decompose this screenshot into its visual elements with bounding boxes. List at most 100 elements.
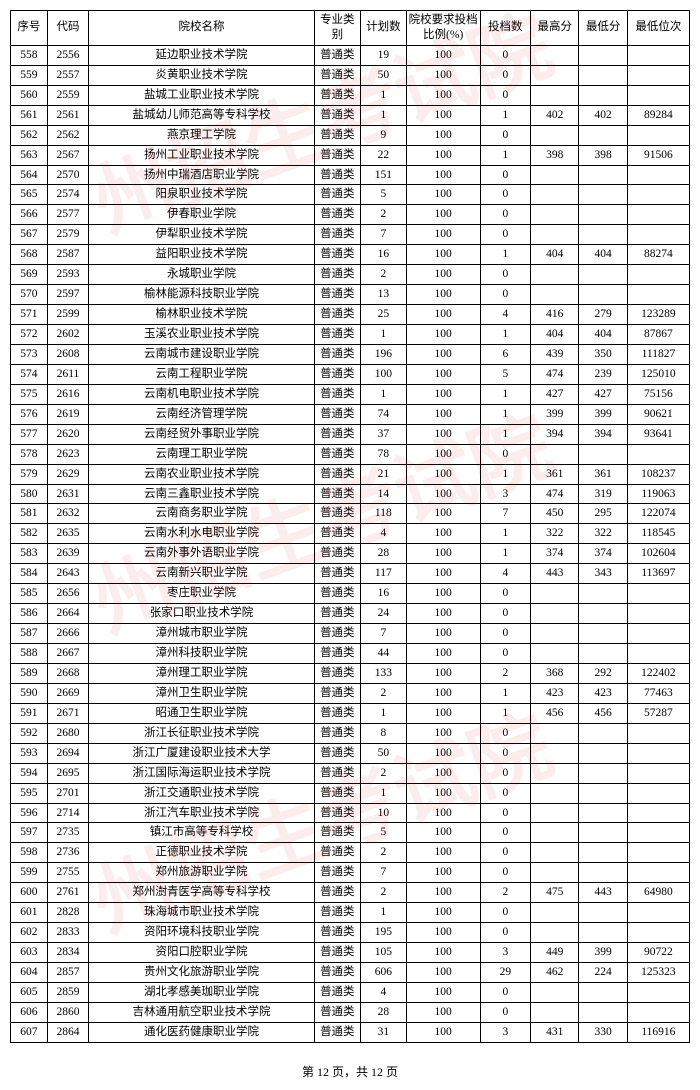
cell-seq: 598 bbox=[11, 843, 48, 863]
cell-rank: 87867 bbox=[627, 325, 689, 345]
cell-ratio: 100 bbox=[406, 982, 480, 1002]
cell-plan: 1 bbox=[360, 85, 406, 105]
cell-type: 普通类 bbox=[314, 943, 360, 963]
cell-filed: 0 bbox=[480, 584, 531, 604]
cell-min bbox=[579, 743, 627, 763]
cell-type: 普通类 bbox=[314, 424, 360, 444]
cell-ratio: 100 bbox=[406, 683, 480, 703]
cell-type: 普通类 bbox=[314, 285, 360, 305]
cell-rank bbox=[627, 265, 689, 285]
cell-filed: 0 bbox=[480, 783, 531, 803]
cell-ratio: 100 bbox=[406, 105, 480, 125]
cell-rank bbox=[627, 45, 689, 65]
cell-filed: 1 bbox=[480, 145, 531, 165]
cell-code: 2864 bbox=[47, 1022, 88, 1042]
cell-filed: 1 bbox=[480, 105, 531, 125]
cell-seq: 592 bbox=[11, 723, 48, 743]
cell-min bbox=[579, 165, 627, 185]
cell-name: 玉溪农业职业技术学院 bbox=[89, 325, 315, 345]
cell-plan: 16 bbox=[360, 584, 406, 604]
cell-min: 295 bbox=[579, 504, 627, 524]
table-row: 5782623云南理工职业学院普通类781000 bbox=[11, 444, 690, 464]
table-row: 5632567扬州工业职业技术学院普通类22100139839891506 bbox=[11, 145, 690, 165]
cell-max: 474 bbox=[531, 484, 579, 504]
table-row: 5752616云南机电职业技术学院普通类1100142742775156 bbox=[11, 384, 690, 404]
cell-ratio: 100 bbox=[406, 205, 480, 225]
cell-max: 404 bbox=[531, 245, 579, 265]
cell-max bbox=[531, 803, 579, 823]
table-row: 5802631云南三鑫职业技术学院普通类141003474319119063 bbox=[11, 484, 690, 504]
cell-rank: 93641 bbox=[627, 424, 689, 444]
cell-type: 普通类 bbox=[314, 125, 360, 145]
table-row: 5872666漳州城市职业学院普通类71000 bbox=[11, 624, 690, 644]
table-row: 5672579伊犁职业技术学院普通类71000 bbox=[11, 225, 690, 245]
cell-code: 2557 bbox=[47, 65, 88, 85]
cell-max: 361 bbox=[531, 464, 579, 484]
cell-filed: 0 bbox=[480, 723, 531, 743]
cell-code: 2579 bbox=[47, 225, 88, 245]
cell-plan: 133 bbox=[360, 663, 406, 683]
table-row: 5842643云南新兴职业学院普通类1171004443343113697 bbox=[11, 564, 690, 584]
cell-name: 伊犁职业技术学院 bbox=[89, 225, 315, 245]
cell-rank bbox=[627, 225, 689, 245]
cell-rank bbox=[627, 723, 689, 743]
cell-min: 292 bbox=[579, 663, 627, 683]
cell-seq: 597 bbox=[11, 823, 48, 843]
cell-min bbox=[579, 803, 627, 823]
cell-code: 2599 bbox=[47, 305, 88, 325]
cell-name: 伊春职业学院 bbox=[89, 205, 315, 225]
cell-filed: 0 bbox=[480, 644, 531, 664]
header-code: 代码 bbox=[47, 11, 88, 46]
cell-min: 361 bbox=[579, 464, 627, 484]
cell-max: 322 bbox=[531, 524, 579, 544]
cell-plan: 14 bbox=[360, 484, 406, 504]
cell-type: 普通类 bbox=[314, 783, 360, 803]
cell-rank bbox=[627, 803, 689, 823]
cell-min bbox=[579, 982, 627, 1002]
cell-plan: 2 bbox=[360, 843, 406, 863]
cell-type: 普通类 bbox=[314, 444, 360, 464]
cell-name: 珠海城市职业技术学院 bbox=[89, 903, 315, 923]
cell-rank: 89284 bbox=[627, 105, 689, 125]
cell-seq: 573 bbox=[11, 344, 48, 364]
cell-max: 475 bbox=[531, 883, 579, 903]
header-row: 序号 代码 院校名称 专业类别 计划数 院校要求投档比例(%) 投档数 最高分 … bbox=[11, 11, 690, 46]
cell-name: 湖北孝感美珈职业学院 bbox=[89, 982, 315, 1002]
cell-ratio: 100 bbox=[406, 504, 480, 524]
table-row: 5582556延边职业技术学院普通类191000 bbox=[11, 45, 690, 65]
cell-code: 2833 bbox=[47, 923, 88, 943]
cell-filed: 29 bbox=[480, 963, 531, 983]
cell-name: 云南三鑫职业技术学院 bbox=[89, 484, 315, 504]
cell-seq: 587 bbox=[11, 624, 48, 644]
table-row: 5602559盐城工业职业技术学院普通类11000 bbox=[11, 85, 690, 105]
cell-max: 404 bbox=[531, 325, 579, 345]
cell-max bbox=[531, 584, 579, 604]
cell-seq: 604 bbox=[11, 963, 48, 983]
cell-name: 漳州卫生职业学院 bbox=[89, 683, 315, 703]
cell-plan: 1 bbox=[360, 325, 406, 345]
cell-plan: 28 bbox=[360, 1002, 406, 1022]
table-row: 5762619云南经济管理学院普通类74100139939990621 bbox=[11, 404, 690, 424]
cell-filed: 0 bbox=[480, 982, 531, 1002]
cell-min: 330 bbox=[579, 1022, 627, 1042]
cell-name: 云南城市建设职业学院 bbox=[89, 344, 315, 364]
table-row: 5822635云南水利水电职业学院普通类41001322322118545 bbox=[11, 524, 690, 544]
header-filed: 投档数 bbox=[480, 11, 531, 46]
cell-type: 普通类 bbox=[314, 604, 360, 624]
cell-max bbox=[531, 1002, 579, 1022]
cell-rank bbox=[627, 1002, 689, 1022]
cell-name: 永城职业学院 bbox=[89, 265, 315, 285]
cell-filed: 0 bbox=[480, 444, 531, 464]
cell-plan: 5 bbox=[360, 185, 406, 205]
cell-seq: 569 bbox=[11, 265, 48, 285]
table-row: 5942695浙江国际海运职业技术学院普通类21000 bbox=[11, 763, 690, 783]
cell-plan: 1 bbox=[360, 783, 406, 803]
table-row: 5962714浙江汽车职业技术学院普通类101000 bbox=[11, 803, 690, 823]
cell-type: 普通类 bbox=[314, 624, 360, 644]
cell-rank bbox=[627, 205, 689, 225]
cell-ratio: 100 bbox=[406, 245, 480, 265]
cell-plan: 7 bbox=[360, 624, 406, 644]
table-row: 5862664张家口职业技术学院普通类241000 bbox=[11, 604, 690, 624]
cell-filed: 0 bbox=[480, 604, 531, 624]
cell-ratio: 100 bbox=[406, 1022, 480, 1042]
